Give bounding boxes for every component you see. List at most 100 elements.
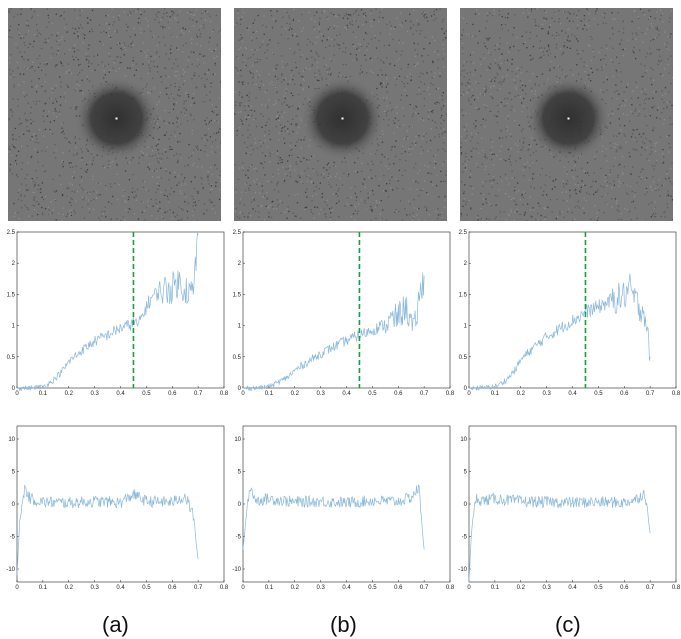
noise-pixel — [445, 30, 447, 32]
noise-pixel — [435, 9, 438, 11]
noise-pixel — [442, 105, 445, 107]
noise-pixel — [387, 110, 389, 112]
plot-frame — [16, 231, 225, 389]
noise-pixel — [529, 37, 531, 40]
noise-pixel — [667, 190, 669, 192]
noise-pixel — [259, 86, 261, 89]
noise-pixel — [197, 58, 199, 61]
noise-pixel — [588, 19, 591, 21]
noise-pixel — [466, 135, 468, 137]
noise-pixel — [403, 138, 405, 140]
noise-pixel — [605, 22, 607, 25]
noise-pixel — [278, 173, 280, 175]
noise-pixel — [242, 123, 244, 125]
noise-pixel — [248, 105, 250, 107]
noise-pixel — [206, 134, 208, 136]
noise-pixel — [150, 30, 152, 32]
noise-pixel — [192, 14, 194, 16]
noise-pixel — [51, 34, 53, 36]
noise-pixel — [482, 198, 484, 200]
noise-pixel — [520, 130, 523, 132]
y-tick-label: 2.5 — [7, 230, 16, 236]
noise-pixel — [521, 193, 523, 195]
noise-pixel — [545, 18, 548, 20]
noise-pixel — [494, 77, 496, 79]
noise-pixel — [81, 159, 83, 161]
noise-pixel — [216, 168, 218, 170]
noise-pixel — [433, 10, 435, 12]
noise-pixel — [250, 36, 253, 38]
noise-pixel — [300, 84, 302, 86]
noise-pixel — [323, 11, 325, 14]
noise-pixel — [465, 123, 468, 125]
noise-pixel — [648, 17, 650, 19]
noise-pixel — [559, 211, 561, 213]
noise-pixel — [596, 68, 598, 71]
noise-pixel — [193, 25, 195, 27]
noise-pixel — [64, 27, 66, 29]
noise-pixel — [180, 157, 182, 159]
noise-pixel — [84, 170, 86, 172]
noise-pixel — [490, 139, 492, 141]
noise-pixel — [170, 84, 172, 86]
noise-pixel — [34, 134, 36, 137]
noise-pixel — [486, 157, 488, 159]
noise-pixel — [298, 138, 300, 141]
noise-pixel — [513, 190, 516, 192]
noise-pixel — [105, 216, 107, 218]
noise-pixel — [522, 196, 525, 198]
noise-pixel — [343, 172, 345, 174]
noise-pixel — [389, 33, 391, 35]
noise-pixel — [481, 149, 484, 151]
noise-pixel — [651, 83, 653, 86]
noise-pixel — [296, 132, 298, 134]
noise-pixel — [140, 32, 142, 34]
noise-pixel — [327, 28, 329, 30]
noise-pixel — [315, 186, 318, 188]
noise-pixel — [214, 212, 217, 214]
noise-pixel — [503, 159, 505, 161]
noise-pixel — [558, 21, 560, 23]
noise-pixel — [291, 34, 294, 37]
noise-pixel — [666, 136, 668, 138]
noise-pixel — [292, 75, 294, 77]
noise-pixel — [337, 190, 339, 192]
noise-pixel — [436, 87, 438, 89]
noise-pixel — [597, 217, 599, 219]
noise-pixel — [463, 198, 466, 200]
noise-pixel — [206, 78, 208, 80]
noise-pixel — [331, 38, 333, 41]
noise-pixel — [630, 218, 632, 221]
noise-pixel — [530, 59, 532, 61]
noise-pixel — [379, 32, 381, 34]
noise-pixel — [201, 12, 203, 14]
noise-pixel — [17, 47, 19, 49]
noise-pixel — [18, 23, 20, 26]
residual-chart-b: 0 0.1 0.2 0.3 0.4 0.5 0.6 0.7 0.8 -10 -5 0 5 10 — [226, 420, 455, 594]
noise-pixel — [180, 111, 182, 113]
noise-pixel — [375, 8, 377, 10]
noise-pixel — [199, 146, 201, 148]
noise-pixel — [518, 69, 520, 72]
noise-pixel — [432, 184, 434, 186]
noise-pixel — [639, 8, 642, 10]
noise-pixel — [547, 44, 550, 46]
noise-pixel — [462, 163, 464, 166]
noise-pixel — [476, 163, 478, 165]
noise-pixel — [420, 189, 422, 192]
noise-pixel — [210, 183, 212, 185]
noise-pixel — [662, 184, 664, 187]
noise-pixel — [86, 169, 89, 171]
noise-pixel — [256, 183, 258, 186]
noise-pixel — [159, 157, 161, 159]
noise-pixel — [45, 90, 47, 92]
noise-pixel — [652, 129, 654, 132]
noise-pixel — [17, 191, 19, 194]
noise-pixel — [44, 90, 46, 93]
noise-pixel — [620, 218, 622, 221]
noise-pixel — [240, 38, 242, 41]
noise-pixel — [506, 97, 509, 100]
noise-pixel — [485, 180, 487, 183]
noise-pixel — [473, 123, 475, 125]
noise-pixel — [529, 54, 531, 57]
